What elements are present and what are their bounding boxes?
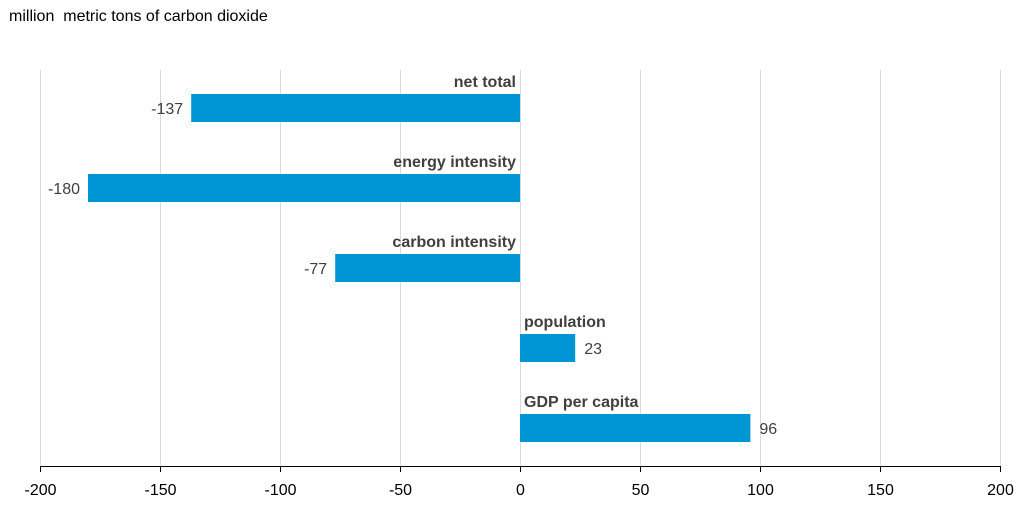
data-label: 96 [759,421,777,438]
category-label: GDP per capita [524,394,639,411]
labels: -137 net total -180 energy intensity -77 carb… [48,74,777,438]
bar [520,414,751,442]
x-tick-label: 200 [987,482,1014,499]
category-label: carbon intensity [392,234,516,251]
x-tick-label: -50 [389,482,412,499]
category-label: net total [454,74,516,91]
bar [88,174,520,202]
bar [520,334,576,362]
x-tick-label: -200 [24,482,56,499]
bars [88,94,751,442]
x-tick-label: 0 [516,482,525,499]
data-label: 23 [584,341,602,358]
x-tick-label: 150 [867,482,894,499]
x-tick-label: -150 [144,482,176,499]
gridlines [40,70,1001,466]
category-label: energy intensity [393,154,516,171]
category-label: population [524,314,606,331]
data-label: -137 [151,101,183,118]
bar [335,254,520,282]
x-tick-label: -100 [264,482,296,499]
data-label: -180 [48,181,80,198]
x-tick-label: 50 [632,482,650,499]
data-label: -77 [304,261,327,278]
x-tick-label: 100 [747,482,774,499]
bar [191,94,520,122]
unit-label: million metric tons of carbon dioxide [9,8,268,25]
x-axis: -200 -150 -100 -50 0 50 100 150 200 [24,466,1014,499]
